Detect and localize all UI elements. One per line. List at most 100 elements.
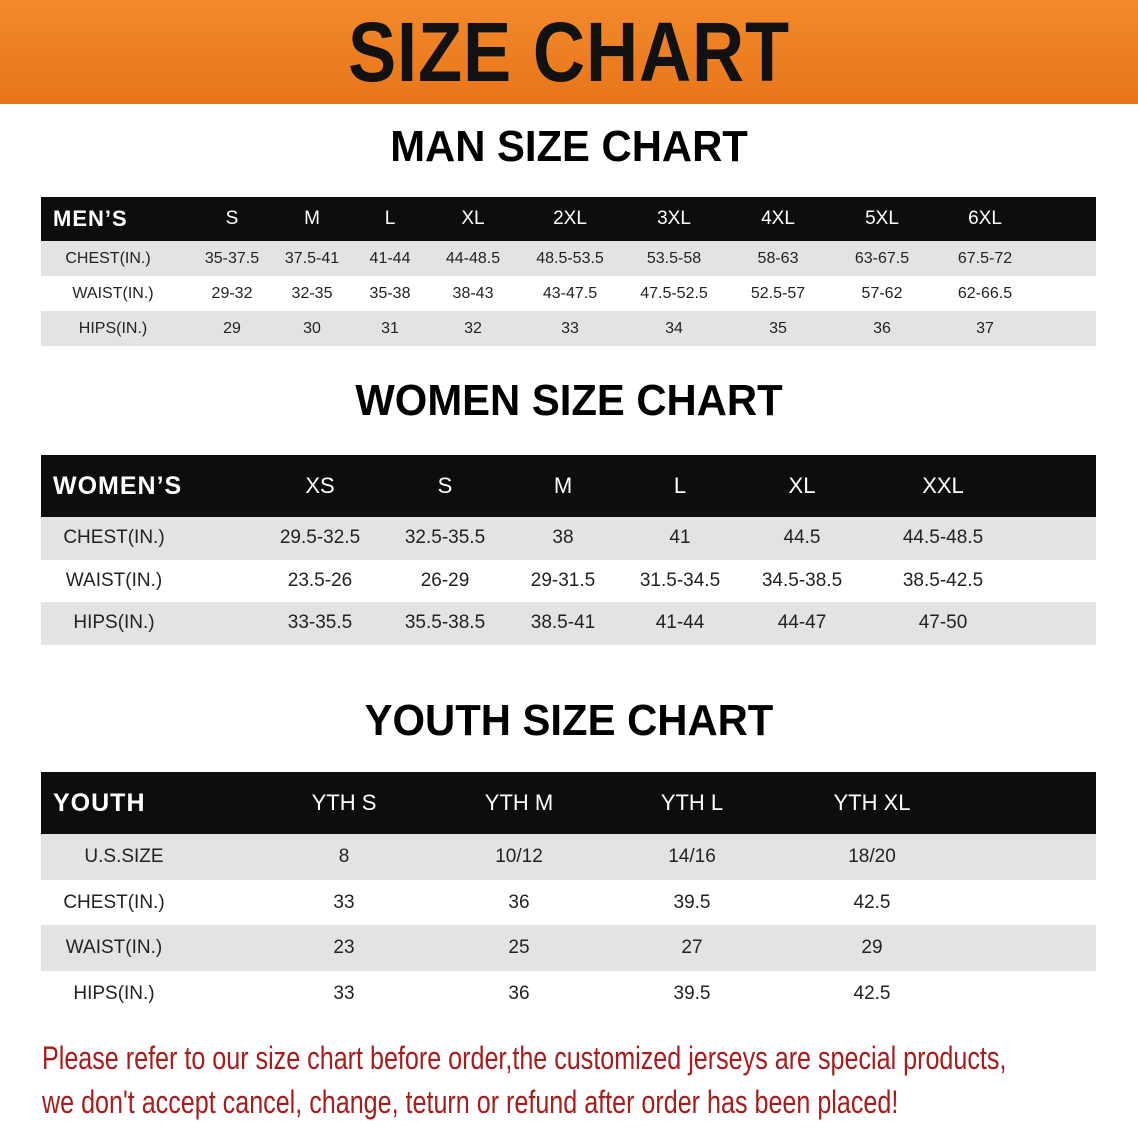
size-header: YTH M	[484, 790, 554, 815]
table-row: WAIST(IN.) 23.5-26 26-29 29-31.5 31.5-34.5 34…	[41, 559, 1096, 602]
table-row: WAIST(IN.) 29-32 32-35 35-38 38-43 43-47.5 47.…	[41, 276, 1096, 311]
size-header: M	[553, 473, 573, 498]
measurement-cell: 29	[223, 320, 241, 337]
footer-notice-line-2: we don't accept cancel, change, teturn o…	[42, 1084, 899, 1120]
measurement-cell: 35-37.5	[204, 250, 260, 267]
table-row: HIPS(IN.) 33-35.5 35.5-38.5 38.5-41 41-44 44-…	[41, 602, 1096, 645]
measurement-cell: 48.5-53.5	[536, 250, 604, 267]
table-row: CHEST(IN.) 29.5-32.5 32.5-35.5 38 41 44.5 44.5…	[41, 517, 1096, 560]
measurement-cell: 29-32	[211, 285, 253, 302]
measurement-cell: 63-67.5	[854, 250, 910, 267]
measurement-cell: 33	[333, 982, 355, 1004]
measurement-cell: 36	[508, 982, 530, 1004]
measurement-cell: 35.5-38.5	[404, 612, 486, 633]
measurement-cell: 29-31.5	[530, 569, 596, 591]
measurement-cell: 52.5-57	[750, 285, 806, 302]
measurement-cell: 34.5-38.5	[761, 569, 843, 591]
measurement-cell: 38-43	[452, 285, 494, 302]
size-header: YTH L	[660, 790, 724, 815]
measurement-cell: 44-47	[777, 612, 827, 633]
row-label: CHEST(IN.)	[65, 250, 151, 267]
measurement-cell: 42.5	[853, 891, 891, 913]
size-header: L	[384, 208, 396, 229]
measurement-cell: 44.5-48.5	[902, 527, 984, 548]
table-row: HIPS(IN.) 29 30 31 32 33 34 35 36 37	[41, 311, 1096, 346]
measurement-cell: 35	[769, 320, 787, 337]
table-row: CHEST(IN.) 35-37.5 37.5-41 41-44 44-48.5 48.5…	[41, 241, 1096, 276]
measurement-cell: 33	[561, 320, 579, 337]
measurement-cell: 10/12	[495, 846, 543, 867]
women-section-title: WOMEN SIZE CHART	[355, 376, 783, 425]
measurement-cell: 58-63	[757, 250, 799, 267]
measurement-cell: 14/16	[668, 846, 716, 867]
measurement-cell: 25	[508, 937, 530, 958]
measurement-cell: 43-47.5	[542, 285, 598, 302]
measurement-cell: 23.5-26	[287, 569, 353, 591]
row-label: HIPS(IN.)	[78, 320, 148, 337]
measurement-cell: 47-50	[918, 612, 968, 633]
measurement-cell: 29.5-32.5	[279, 527, 361, 548]
header-label: YOUTH	[53, 789, 146, 817]
size-header: 3XL	[657, 208, 691, 229]
table-row: HIPS(IN.) 33 36 39.5 42.5	[41, 970, 1096, 1016]
measurement-cell: 57-62	[861, 285, 903, 302]
measurement-cell: 26-29	[420, 569, 470, 591]
measurement-cell: 53.5-58	[646, 250, 702, 267]
measurement-cell: 34	[665, 320, 683, 337]
size-header: XL	[461, 208, 485, 229]
measurement-cell: 62-66.5	[957, 285, 1013, 302]
measurement-cell: 39.5	[673, 891, 711, 913]
men-section-title: MAN SIZE CHART	[390, 122, 748, 171]
size-header: 6XL	[968, 208, 1002, 229]
measurement-cell: 47.5-52.5	[640, 285, 708, 302]
row-label: WAIST(IN.)	[65, 937, 163, 958]
measurement-cell: 33	[333, 891, 355, 913]
measurement-cell: 39.5	[673, 982, 711, 1004]
size-header: M	[304, 208, 320, 229]
measurement-cell: 35-38	[369, 285, 411, 302]
measurement-cell: 31.5-34.5	[639, 569, 721, 591]
row-label: CHEST(IN.)	[63, 891, 165, 913]
row-label: HIPS(IN.)	[73, 982, 155, 1004]
measurement-cell: 38.5-41	[530, 612, 596, 633]
header-label: WOMEN’S	[53, 472, 183, 500]
measurement-cell: 38	[552, 527, 574, 548]
size-header: 4XL	[761, 208, 795, 229]
table-row: U.S.SIZE 8 10/12 14/16 18/20	[41, 834, 1096, 880]
youth-section-title: YOUTH SIZE CHART	[364, 696, 774, 745]
measurement-cell: 27	[681, 937, 703, 958]
measurement-cell: 32.5-35.5	[404, 527, 486, 548]
measurement-cell: 67.5-72	[957, 250, 1013, 267]
size-header: S	[225, 208, 239, 229]
size-header: S	[437, 473, 453, 498]
size-header: L	[673, 473, 687, 498]
measurement-cell: 18/20	[848, 846, 896, 867]
measurement-cell: 30	[303, 320, 321, 337]
measurement-cell: 36	[508, 891, 530, 913]
measurement-cell: 36	[873, 320, 891, 337]
measurement-cell: 37.5-41	[284, 250, 340, 267]
size-header: XS	[305, 473, 335, 498]
measurement-cell: 23	[333, 937, 355, 958]
measurement-cell: 41-44	[369, 250, 411, 267]
measurement-cell: 33-35.5	[287, 612, 353, 633]
measurement-cell: 32-35	[291, 285, 333, 302]
table-row: CHEST(IN.) 33 36 39.5 42.5	[41, 879, 1096, 925]
size-header: YTH S	[311, 790, 377, 815]
measurement-cell: 29	[861, 937, 883, 958]
measurement-cell: 41-44	[655, 612, 705, 633]
banner-title: SIZE CHART	[347, 5, 791, 99]
youth-header-row: YOUTH YTH S YTH M YTH L YTH XL	[41, 772, 1096, 834]
table-row: WAIST(IN.) 23 25 27 29	[41, 925, 1096, 971]
measurement-cell: 32	[464, 320, 482, 337]
size-header: XL	[788, 473, 816, 498]
row-label: CHEST(IN.)	[63, 527, 165, 548]
measurement-cell: 42.5	[853, 982, 891, 1004]
footer-notice-line-1: Please refer to our size chart before or…	[42, 1040, 1007, 1076]
row-label: WAIST(IN.)	[72, 285, 154, 302]
men-header-row: MEN’S S M L XL 2XL 3XL 4XL 5XL 6XL	[41, 197, 1096, 241]
measurement-cell: 41	[669, 527, 691, 548]
measurement-cell: 44-48.5	[445, 250, 501, 267]
header-label: MEN’S	[53, 206, 128, 231]
size-header: 5XL	[865, 208, 899, 229]
